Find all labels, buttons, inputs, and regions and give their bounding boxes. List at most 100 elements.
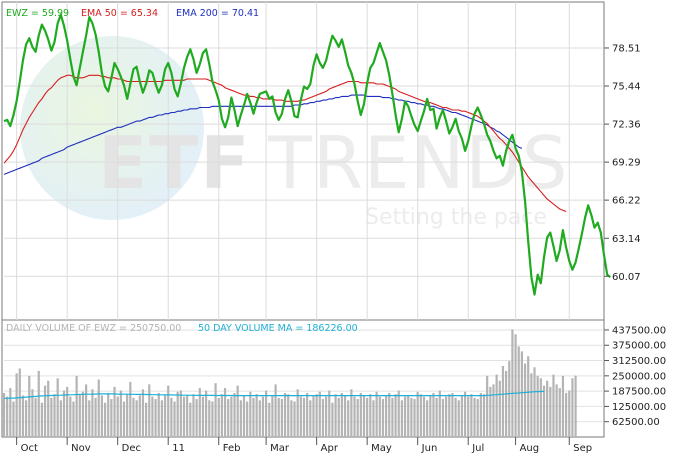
volume-bar [6,396,9,437]
price-series [3,13,611,296]
volume-bar [283,392,287,437]
volume-bar [119,390,122,437]
legend-ema50: EMA 50 = 65.34 [81,8,158,19]
volume-bar [56,378,59,437]
legend-ewz: EWZ = 59.99 [6,8,69,19]
x-tick-label: 11 [172,443,185,454]
x-tick-label: Sep [573,443,592,454]
volume-bar [205,390,208,437]
volume-bar [309,400,312,437]
volume-bar [369,394,372,437]
volume-bar [293,401,296,437]
volume-bar [381,399,385,437]
volume-bar [492,384,495,437]
volume-bar [343,395,347,437]
volume-bar [306,392,309,437]
volume-bar [91,389,94,437]
volume-bar [385,395,388,437]
volume-bar [233,392,236,437]
volume-bar [88,400,91,437]
volume-bar [574,375,577,437]
volume-bar [97,379,100,437]
volume-bar [217,397,220,437]
volume-bar [441,399,445,437]
volume-bar [135,400,138,437]
volume-bar [252,397,255,437]
volume-bar [482,394,486,437]
x-tick-label: Jul [471,443,484,454]
x-tick-label: Oct [21,443,38,454]
series-ewz [3,13,611,296]
volume-tick-label: 62500.00 [612,417,660,428]
volume-bar [451,392,454,437]
volume-bar [473,397,476,437]
x-tick-label: Apr [321,443,339,454]
volume-bar [182,396,186,437]
volume-bar [334,394,337,437]
volume-bar [542,385,546,437]
volume-bar [530,373,533,437]
volume-bar [445,396,448,437]
volume-bar [18,368,21,437]
volume-tick-label: 312500.00 [612,356,666,367]
volume-bar [501,366,505,437]
volume-bar [359,392,362,437]
x-axis: Oct Nov Dec 11 Feb Mar Apr May Jun Jul Aug Sep [16,437,592,454]
volume-bar [375,391,378,437]
volume-bar [214,383,217,437]
volume-bar [498,380,501,437]
volume-bar [489,386,492,437]
volume-bar [536,375,539,437]
volume-bar [429,395,432,437]
volume-bar [255,394,258,437]
volume-bar [558,388,561,437]
volume-bar [511,329,514,437]
volume-bar [467,396,470,437]
price-tick-label: 78.51 [612,43,641,54]
volume-bar [110,399,113,437]
volume-bar [325,396,328,437]
volume-bar [454,397,457,437]
volume-bar [157,392,160,437]
volume-bar [410,397,413,437]
volume-bar [331,402,334,437]
x-tick-label: Mar [270,443,290,454]
volume-bar [555,384,558,437]
volume-bar [66,386,69,437]
x-tick-label: May [371,443,392,454]
volume-bar [122,401,126,437]
volume-bar [432,392,435,437]
volume-bar [195,399,198,437]
price-y-axis: 78.51 75.44 72.36 69.29 66.22 63.14 60.07 [604,43,641,283]
volume-bar [403,396,407,437]
volume-tick-label: 187500.00 [612,387,666,398]
volume-bar [170,397,173,437]
volume-bar [179,390,182,437]
volume-bar [318,391,321,437]
volume-bar [81,391,85,437]
volume-tick-label: 250000.00 [612,371,666,382]
volume-bar [47,380,50,437]
volume-bar [261,396,265,437]
volume-bar [12,401,15,437]
volume-bar [280,399,283,437]
legend-volume-ma: 50 DAY VOLUME MA = 186226.00 [198,323,358,334]
volume-bar [347,400,350,437]
volume-bar [565,392,568,437]
volume-bar [40,402,43,437]
volume-bar [426,400,429,437]
volume-bar [523,363,527,437]
volume-bar [517,346,520,437]
svg-text:ETF: ETF [98,121,251,205]
volume-bar [163,395,167,437]
volume-bar [227,399,230,437]
volume-bar [435,397,438,437]
volume-bar [100,395,103,437]
volume-bar [116,396,119,437]
volume-bar [362,395,366,437]
volume-bar [546,380,549,437]
volume-bar [486,375,489,437]
volume-bar [126,394,129,437]
volume-bar [9,388,12,437]
